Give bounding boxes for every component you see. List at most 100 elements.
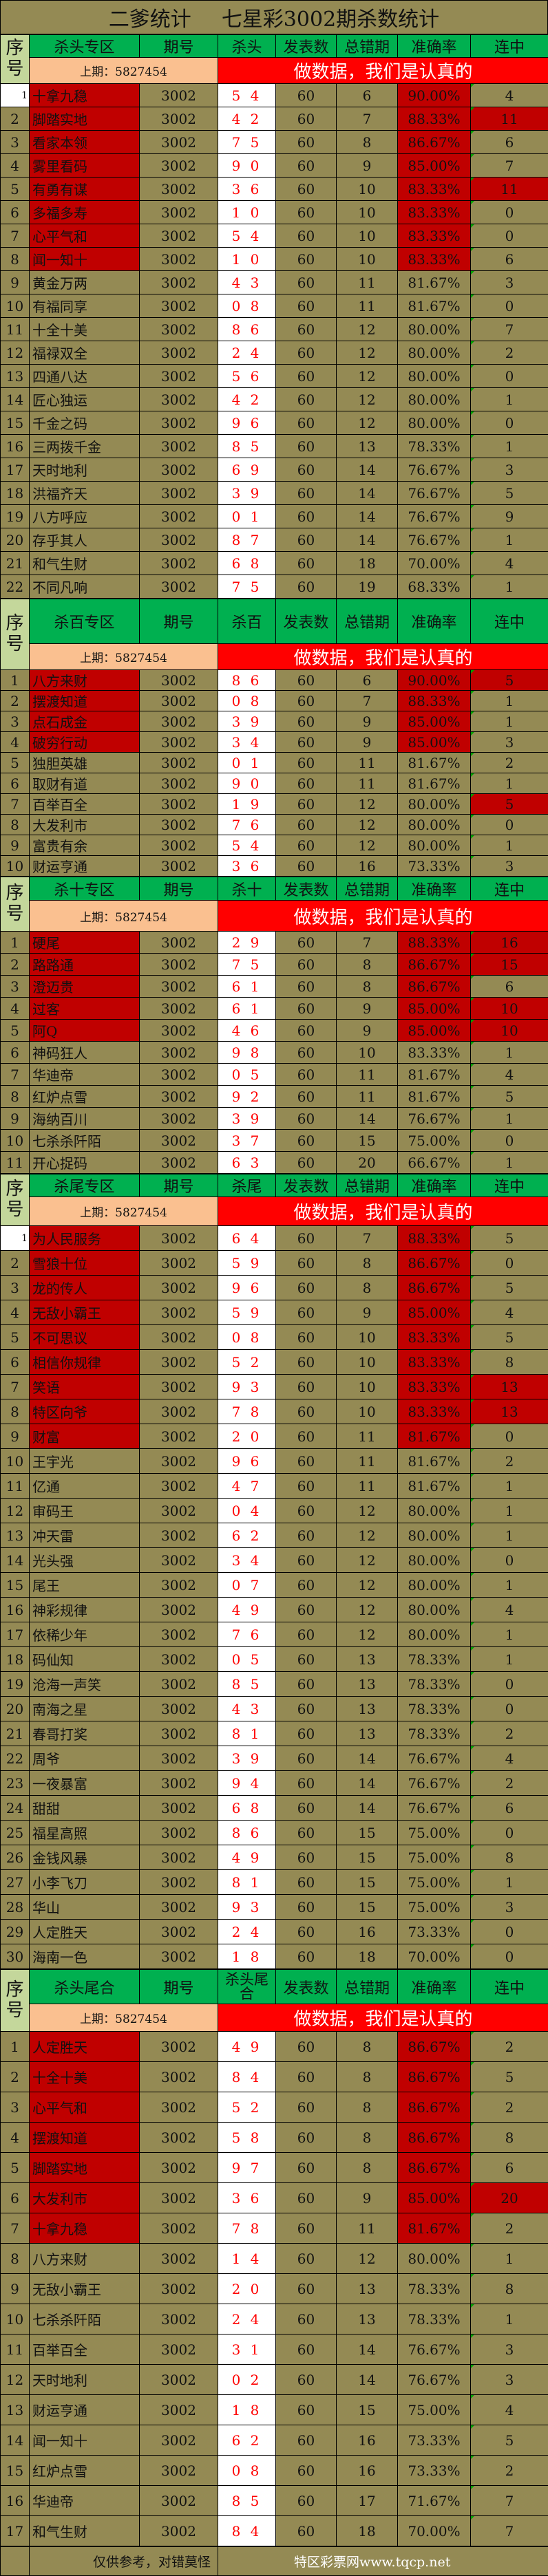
row-posted: 60 [276, 835, 337, 856]
row-period: 3002 [140, 1226, 218, 1251]
row-errors: 14 [337, 1108, 398, 1130]
streak-header: 连中 [471, 877, 548, 901]
row-seq: 14 [1, 388, 30, 411]
row-name: 笑语 [30, 1375, 140, 1399]
period-header: 期号 [140, 599, 218, 644]
row-name: 南海之星 [30, 1697, 140, 1721]
row-posted: 60 [276, 411, 337, 435]
streak-header: 连中 [471, 1970, 548, 2004]
row-accuracy: 88.33% [398, 1226, 471, 1251]
row-errors: 14 [337, 2334, 398, 2365]
row-name: 澄迈贵 [30, 976, 140, 998]
row-errors: 14 [337, 528, 398, 552]
row-kill: 6 2 [218, 1523, 276, 1548]
row-kill: 6 3 [218, 1152, 276, 1174]
row-period: 3002 [140, 1042, 218, 1064]
row-period: 3002 [140, 711, 218, 732]
row-streak: 0 [471, 1130, 548, 1152]
row-accuracy: 71.67% [398, 2486, 471, 2516]
row-accuracy: 73.33% [398, 2425, 471, 2456]
row-posted: 60 [276, 1474, 337, 1499]
row-streak: 2 [471, 2032, 548, 2062]
last-draw: 上期：5827454 [30, 58, 218, 84]
row-accuracy: 76.67% [398, 482, 471, 505]
row-accuracy: 86.67% [398, 2153, 471, 2183]
row-errors: 10 [337, 248, 398, 271]
row-errors: 10 [337, 1042, 398, 1064]
period-header: 期号 [140, 1174, 218, 1197]
row-posted: 60 [276, 435, 337, 458]
row-streak: 3 [471, 856, 548, 877]
row-name: 大发利市 [30, 815, 140, 835]
row-streak: 0 [471, 224, 548, 248]
row-name: 海纳百川 [30, 1108, 140, 1130]
kill-header: 杀头尾合 [218, 1970, 276, 2004]
row-errors: 8 [337, 2153, 398, 2183]
row-name: 八方来财 [30, 2244, 140, 2274]
row-accuracy: 76.67% [398, 458, 471, 482]
row-period: 3002 [140, 294, 218, 318]
row-accuracy: 75.00% [398, 1821, 471, 1845]
row-streak: 0 [471, 1251, 548, 1276]
row-streak: 4 [471, 1598, 548, 1622]
row-accuracy: 81.67% [398, 773, 471, 794]
row-seq: 16 [1, 1598, 30, 1622]
row-streak: 5 [471, 1276, 548, 1300]
row-posted: 60 [276, 1746, 337, 1771]
row-name: 十全十美 [30, 318, 140, 341]
row-seq: 10 [1, 294, 30, 318]
row-accuracy: 81.67% [398, 1424, 471, 1449]
streak-header: 连中 [471, 35, 548, 58]
row-errors: 16 [337, 2425, 398, 2456]
row-streak: 15 [471, 954, 548, 976]
row-name: 四通八达 [30, 365, 140, 388]
slogan-banner: 做数据，我们是认真的 [218, 2004, 548, 2032]
row-accuracy: 75.00% [398, 2395, 471, 2425]
row-name: 华迪帝 [30, 1064, 140, 1086]
row-seq: 18 [1, 1647, 30, 1672]
row-posted: 60 [276, 1622, 337, 1647]
row-errors: 7 [337, 107, 398, 131]
row-name: 海南一色 [30, 1944, 140, 1969]
row-name: 雪狼十位 [30, 1251, 140, 1276]
row-accuracy: 88.33% [398, 691, 471, 711]
row-posted: 60 [276, 815, 337, 835]
row-accuracy: 81.67% [398, 2213, 471, 2244]
row-kill: 5 2 [218, 2092, 276, 2123]
row-period: 3002 [140, 224, 218, 248]
row-name: 红炉点雪 [30, 2456, 140, 2486]
row-posted: 60 [276, 2032, 337, 2062]
row-period: 3002 [140, 1771, 218, 1796]
row-accuracy: 80.00% [398, 1548, 471, 1573]
row-posted: 60 [276, 2334, 337, 2365]
row-kill: 6 8 [218, 1796, 276, 1821]
row-streak: 0 [471, 201, 548, 224]
row-accuracy: 81.67% [398, 753, 471, 773]
row-kill: 5 6 [218, 365, 276, 388]
footer-site: 特区彩票网www.tqcp.net [218, 2547, 548, 2576]
row-posted: 60 [276, 753, 337, 773]
row-name: 码仙知 [30, 1647, 140, 1672]
row-accuracy: 78.33% [398, 1672, 471, 1697]
row-name: 和气生财 [30, 2516, 140, 2546]
row-period: 3002 [140, 1622, 218, 1647]
row-streak: 1 [471, 1108, 548, 1130]
row-period: 3002 [140, 976, 218, 998]
row-kill: 2 4 [218, 341, 276, 365]
row-posted: 60 [276, 1020, 337, 1042]
row-posted: 60 [276, 1870, 337, 1895]
row-streak: 0 [471, 1424, 548, 1449]
row-errors: 11 [337, 773, 398, 794]
